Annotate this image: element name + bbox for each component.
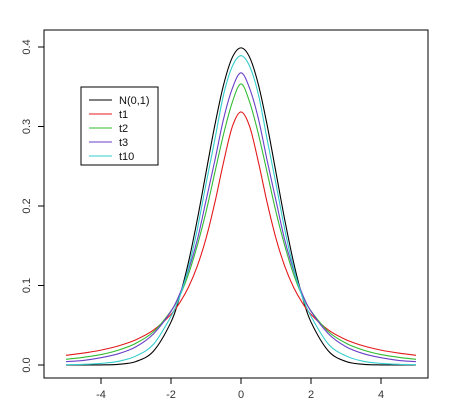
y-axis: 0.0 0.1 0.2 0.3 0.4: [21, 39, 45, 373]
x-axis: -4 -2 0 2 4: [96, 377, 384, 401]
legend-label-t1: t1: [119, 109, 128, 121]
series-line-t2: [65, 83, 417, 360]
series-line-t10: [65, 55, 417, 366]
y-tick-label: 0.0: [21, 357, 33, 372]
y-tick-label: 0.3: [21, 119, 33, 134]
series-line-n-0-1: [65, 47, 417, 366]
legend-label-n-0-1: N(0,1): [119, 95, 150, 107]
y-tick-label: 0.4: [21, 39, 33, 54]
legend-box: [80, 86, 159, 166]
legend: N(0,1) t1 t2 t3 t10: [80, 86, 159, 166]
legend-label-t3: t3: [119, 137, 128, 149]
legend-label-t10: t10: [119, 151, 134, 163]
series-lines: [65, 47, 417, 366]
series-line-t3: [65, 72, 417, 363]
x-tick-label: 2: [308, 389, 314, 401]
x-tick-label: -4: [96, 389, 106, 401]
x-tick-label: 0: [238, 389, 244, 401]
y-tick-label: 0.2: [21, 198, 33, 213]
plot-frame: [43, 29, 429, 379]
y-tick-label: 0.1: [21, 278, 33, 293]
x-tick-label: -2: [166, 389, 176, 401]
series-line-t1: [65, 111, 417, 356]
x-tick-label: 4: [378, 389, 384, 401]
legend-label-t2: t2: [119, 123, 128, 135]
